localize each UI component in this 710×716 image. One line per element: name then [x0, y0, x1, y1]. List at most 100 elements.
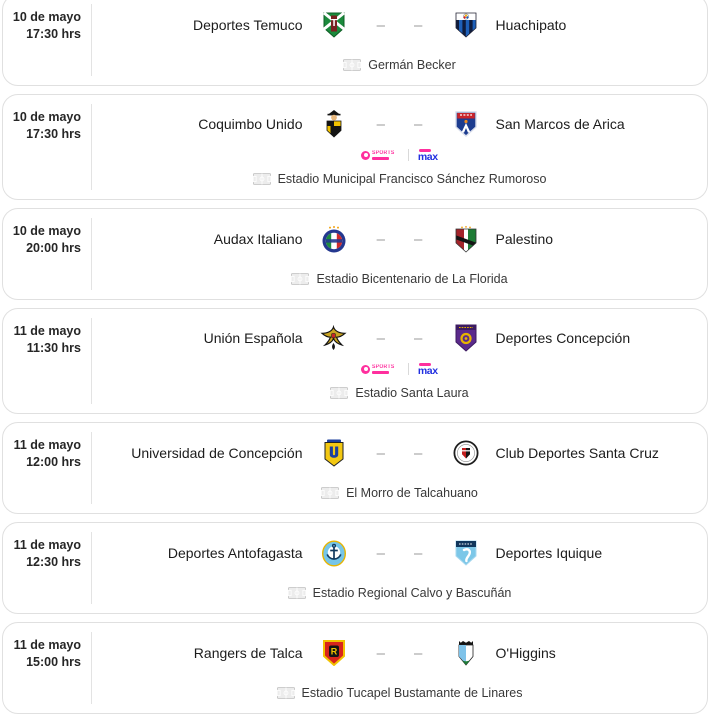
match-row: Audax Italiano – – Palestino — [92, 218, 707, 260]
tnt-sports-logo-icon: SPORTS — [361, 364, 398, 374]
score-area: – – — [348, 445, 452, 462]
home-score-placeholder: – — [376, 16, 385, 34]
venue-row: Estadio Municipal Francisco Sánchez Rumo… — [92, 166, 707, 192]
venue-name: El Morro de Talcahuano — [346, 486, 478, 500]
tnt-sports-label: SPORTS — [372, 364, 395, 370]
match-date: 11 de mayo — [13, 538, 81, 552]
away-team-name: Palestino — [495, 231, 554, 247]
match-content: Deportes Antofagasta – – Deportes Iquiqu… — [92, 523, 707, 613]
max-label: max — [417, 365, 438, 378]
match-datetime: 11 de mayo 15:00 hrs — [3, 623, 91, 713]
match-content: Unión Española – – Deportes Concepción S… — [92, 309, 707, 413]
broadcasters-row: SPORTS max — [92, 144, 707, 166]
away-team-name: Club Deportes Santa Cruz — [495, 445, 659, 461]
match-card[interactable]: 11 de mayo 11:30 hrs Unión Española – – … — [2, 308, 708, 414]
score-area: – – — [348, 645, 452, 662]
away-score-placeholder: – — [414, 444, 423, 462]
max-logo-icon: max — [418, 148, 438, 163]
date-divider — [91, 632, 92, 704]
venue-row: Estadio Bicentenario de La Florida — [92, 266, 707, 292]
away-team-name: Deportes Concepción — [495, 330, 631, 346]
match-time: 12:30 hrs — [26, 555, 81, 569]
match-datetime: 10 de mayo 17:30 hrs — [3, 0, 91, 85]
away-score-placeholder: – — [414, 544, 423, 562]
deportes-antofagasta-crest-icon — [320, 537, 348, 569]
match-content: Universidad de Concepción – – Club Depor… — [92, 423, 707, 513]
match-date: 10 de mayo — [12, 10, 81, 24]
away-score-placeholder: – — [414, 329, 423, 347]
away-team-name: O'Higgins — [495, 645, 556, 661]
broadcasters-row: SPORTS max — [92, 358, 707, 380]
match-datetime: 11 de mayo 12:30 hrs — [3, 523, 91, 613]
score-area: – – — [348, 116, 452, 133]
tnt-sports-label: SPORTS — [372, 150, 395, 156]
away-score-placeholder: – — [414, 644, 423, 662]
deportes-concepcion-crest-icon — [452, 322, 480, 354]
match-row: Coquimbo Unido – – San Marcos de Arica — [92, 104, 707, 144]
date-divider — [91, 532, 92, 604]
date-divider — [91, 4, 92, 76]
match-content: Deportes Temuco T – – Huachipato — [92, 0, 707, 85]
match-card[interactable]: 10 de mayo 17:30 hrs Deportes Temuco T –… — [2, 0, 708, 86]
match-date: 10 de mayo — [12, 224, 81, 238]
deportes-temuco-crest-icon: T — [320, 9, 348, 41]
venue-row: Estadio Santa Laura — [92, 380, 707, 406]
coquimbo-unido-crest-icon — [320, 108, 348, 140]
home-score-placeholder: – — [376, 115, 385, 133]
match-card[interactable]: 11 de mayo 15:00 hrs Rangers de Talca R … — [2, 622, 708, 714]
home-team-name: Universidad de Concepción — [131, 445, 303, 461]
svg-text:T: T — [330, 18, 336, 29]
match-content: Rangers de Talca R – – O'Higgins — [92, 623, 707, 713]
home-score-placeholder: – — [376, 444, 385, 462]
match-card[interactable]: 10 de mayo 17:30 hrs Coquimbo Unido – – … — [2, 94, 708, 200]
venue-row: El Morro de Talcahuano — [92, 480, 707, 506]
venue-row: Estadio Tucapel Bustamante de Linares — [92, 680, 707, 706]
home-team-name: Unión Española — [203, 330, 303, 346]
score-area: – – — [348, 330, 452, 347]
match-date: 11 de mayo — [13, 638, 81, 652]
match-date: 10 de mayo — [12, 110, 81, 124]
match-card[interactable]: 10 de mayo 20:00 hrs Audax Italiano – – … — [2, 208, 708, 300]
stadium-icon — [321, 487, 340, 499]
stadium-icon — [291, 273, 310, 285]
home-team-name: Rangers de Talca — [193, 645, 303, 661]
venue-name: Estadio Regional Calvo y Bascuñán — [312, 586, 512, 600]
home-score-placeholder: – — [376, 329, 385, 347]
away-score-placeholder: – — [414, 16, 423, 34]
match-row: Universidad de Concepción – – Club Depor… — [92, 432, 707, 474]
stadium-icon — [330, 387, 349, 399]
home-score-placeholder: – — [376, 644, 385, 662]
venue-name: Estadio Tucapel Bustamante de Linares — [301, 686, 523, 700]
stadium-icon — [276, 687, 295, 699]
stadium-icon — [252, 173, 271, 185]
san-marcos-de-arica-crest-icon — [452, 108, 480, 140]
ohiggins-crest-icon — [452, 637, 480, 669]
huachipato-crest-icon — [452, 9, 480, 41]
score-area: – – — [348, 17, 452, 34]
match-datetime: 10 de mayo 17:30 hrs — [3, 95, 91, 199]
date-divider — [91, 218, 92, 290]
match-time: 12:00 hrs — [26, 455, 81, 469]
svg-text:R: R — [330, 647, 337, 657]
tnt-circle-icon — [361, 364, 371, 374]
venue-row: Germán Becker — [92, 52, 707, 78]
home-score-placeholder: – — [376, 544, 385, 562]
match-card[interactable]: 11 de mayo 12:00 hrs Universidad de Conc… — [2, 422, 708, 514]
tnt-circle-icon — [361, 150, 371, 160]
venue-name: Estadio Bicentenario de La Florida — [316, 272, 508, 286]
palestino-crest-icon — [452, 223, 480, 255]
match-card[interactable]: 11 de mayo 12:30 hrs Deportes Antofagast… — [2, 522, 708, 614]
home-team-name: Coquimbo Unido — [198, 116, 303, 132]
universidad-de-concepcion-crest-icon — [320, 437, 348, 469]
stadium-icon — [287, 587, 306, 599]
match-datetime: 11 de mayo 11:30 hrs — [3, 309, 91, 413]
away-team-name: San Marcos de Arica — [495, 116, 625, 132]
match-row: Rangers de Talca R – – O'Higgins — [92, 632, 707, 674]
away-team-name: Huachipato — [495, 17, 567, 33]
max-logo-icon: max — [417, 362, 438, 378]
date-divider — [91, 318, 92, 404]
venue-name: Estadio Municipal Francisco Sánchez Rumo… — [277, 172, 547, 186]
broadcaster-separator — [407, 363, 409, 375]
home-team-name: Deportes Antofagasta — [167, 545, 303, 561]
